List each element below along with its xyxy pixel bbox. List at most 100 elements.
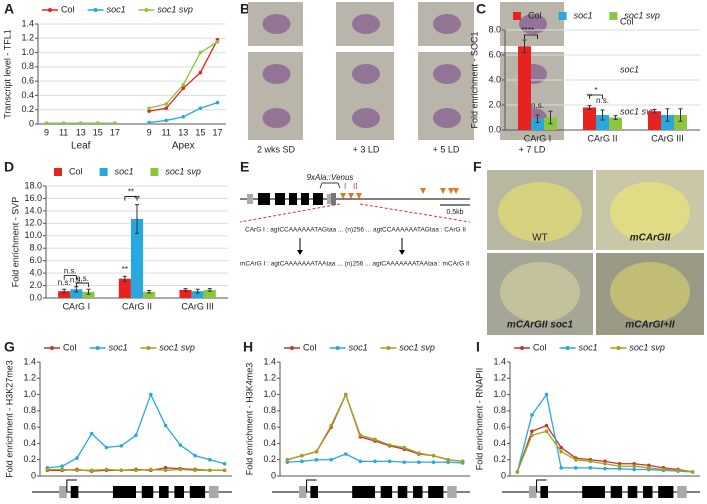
y-tick-label: 4.0 bbox=[488, 74, 501, 84]
point bbox=[178, 443, 183, 447]
point bbox=[222, 468, 227, 473]
y-tick-label: 0.8 bbox=[21, 61, 34, 71]
bar bbox=[130, 218, 144, 298]
legend-marker bbox=[386, 346, 391, 350]
y-tick-label: 1.4 bbox=[493, 356, 506, 366]
site-label: II bbox=[353, 182, 357, 191]
exon bbox=[299, 486, 307, 498]
x-tick-label: 9 bbox=[44, 127, 49, 137]
y-tick-label: 0.8 bbox=[263, 405, 276, 415]
wt-sequence: CArG I : agtCCAAAAAATAGtaa ... (n)256 ..… bbox=[245, 227, 466, 234]
point bbox=[134, 433, 138, 438]
image-label: mCArGII soc1 bbox=[507, 320, 574, 331]
construct-label: 9xAla::Venus bbox=[307, 173, 354, 182]
point bbox=[544, 392, 549, 397]
y-tick-label: 12.0 bbox=[24, 218, 42, 228]
legend-label: Col bbox=[533, 342, 547, 352]
panel-f: F WT mCArGII mCArGII soc1 mCArGI+II bbox=[473, 159, 704, 335]
annotation: n.s. bbox=[64, 267, 77, 276]
error-bar bbox=[62, 288, 67, 294]
x-tick-label: CArG III bbox=[651, 133, 684, 143]
bracket bbox=[63, 275, 77, 280]
y-tick-label: 16.0 bbox=[24, 193, 42, 203]
x-tick-label: 13 bbox=[178, 127, 188, 137]
stain bbox=[352, 14, 380, 34]
point bbox=[163, 468, 168, 473]
bar bbox=[648, 111, 661, 130]
annotation: * bbox=[594, 86, 597, 95]
signal bbox=[610, 182, 690, 242]
point bbox=[164, 102, 168, 106]
point bbox=[75, 456, 79, 460]
bracket bbox=[124, 196, 138, 201]
exon bbox=[677, 486, 687, 498]
point bbox=[147, 120, 151, 125]
exon bbox=[610, 486, 623, 498]
error-bar bbox=[678, 108, 683, 122]
bar bbox=[179, 289, 192, 298]
y-tick-label: 0 bbox=[501, 470, 506, 480]
panel-label: C bbox=[476, 1, 486, 17]
point bbox=[544, 423, 549, 428]
y-tick-label: 8.0 bbox=[488, 24, 501, 34]
y-tick-label: 0.8 bbox=[23, 405, 36, 415]
col-label: 2 wks SD bbox=[257, 144, 296, 154]
point bbox=[417, 460, 421, 464]
point bbox=[215, 40, 220, 44]
legend-swatch bbox=[150, 168, 159, 176]
exon bbox=[189, 486, 206, 498]
y-tick-label: 18.0 bbox=[24, 180, 42, 190]
y-tick-label: 1.4 bbox=[21, 18, 34, 28]
stain bbox=[262, 64, 291, 84]
legend-label: soc1 svp bbox=[629, 342, 665, 352]
legend-label: soc1 svp bbox=[165, 166, 201, 176]
y-tick-label: 1.0 bbox=[263, 389, 276, 399]
panel-label: D bbox=[4, 159, 14, 175]
point bbox=[119, 444, 124, 448]
annotation: n.s. bbox=[531, 101, 544, 110]
point bbox=[45, 467, 50, 472]
exon bbox=[310, 486, 318, 498]
error-bar bbox=[652, 108, 657, 114]
stain bbox=[433, 14, 461, 34]
series-line bbox=[287, 392, 463, 462]
point bbox=[402, 445, 407, 450]
legend-marker bbox=[95, 346, 100, 350]
exon bbox=[447, 486, 457, 498]
point bbox=[544, 429, 549, 434]
panel-label: A bbox=[4, 1, 14, 17]
exon bbox=[658, 486, 674, 498]
exon bbox=[313, 193, 323, 205]
exon bbox=[174, 486, 184, 498]
point bbox=[373, 437, 377, 442]
stain bbox=[433, 64, 461, 84]
bar bbox=[58, 291, 71, 298]
image-label: WT bbox=[532, 233, 548, 244]
exon bbox=[141, 486, 154, 498]
point bbox=[588, 466, 593, 470]
legend-label: Col bbox=[528, 10, 542, 20]
point bbox=[387, 459, 392, 464]
annotation: n.s. bbox=[58, 278, 71, 287]
exon bbox=[582, 486, 605, 498]
bracket bbox=[75, 282, 89, 288]
x-tick-label: 15 bbox=[93, 127, 103, 137]
y-tick-label: 1.2 bbox=[21, 33, 34, 43]
point bbox=[119, 468, 124, 473]
bar bbox=[596, 115, 609, 130]
annotation: ** bbox=[586, 92, 592, 101]
y-axis-label: Fold enrichment - H3K27me3 bbox=[4, 360, 14, 478]
signal bbox=[500, 262, 580, 322]
annotation: ** bbox=[134, 195, 140, 204]
utr bbox=[247, 194, 253, 204]
legend-swatch bbox=[558, 12, 567, 20]
y-tick-label: 2.0 bbox=[488, 99, 501, 109]
mut-sequence: mCArG I : agtCAAAAAAATAAtaa ... (n)256 .… bbox=[240, 261, 470, 268]
exon bbox=[627, 486, 638, 498]
point bbox=[44, 121, 49, 126]
y-tick-label: 2.0 bbox=[29, 280, 42, 290]
zoom-lines bbox=[239, 203, 471, 223]
legend-marker bbox=[146, 346, 151, 350]
y-tick-label: 10.0 bbox=[24, 230, 42, 240]
point bbox=[588, 459, 593, 464]
